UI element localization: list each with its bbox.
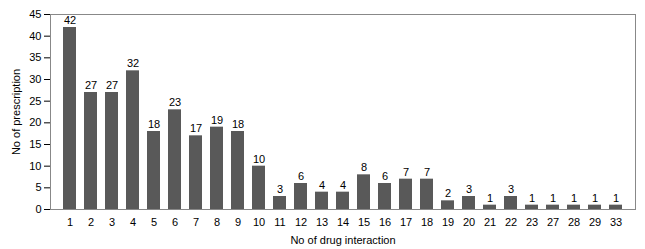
svg-text:1: 1 — [487, 192, 493, 204]
svg-text:8: 8 — [361, 161, 367, 173]
svg-text:1: 1 — [550, 192, 556, 204]
svg-text:13: 13 — [316, 216, 328, 228]
svg-text:18: 18 — [232, 118, 244, 130]
svg-text:3: 3 — [508, 183, 514, 195]
svg-text:14: 14 — [337, 216, 349, 228]
svg-text:42: 42 — [64, 14, 76, 26]
svg-text:29: 29 — [589, 216, 601, 228]
svg-text:1: 1 — [592, 192, 598, 204]
svg-text:16: 16 — [379, 216, 391, 228]
svg-text:20: 20 — [463, 216, 475, 228]
svg-text:10: 10 — [29, 160, 41, 172]
svg-text:18: 18 — [148, 118, 160, 130]
svg-text:6: 6 — [298, 170, 304, 182]
svg-text:1: 1 — [571, 192, 577, 204]
svg-text:No of prescription: No of prescription — [10, 69, 22, 155]
svg-text:15: 15 — [358, 216, 370, 228]
svg-text:20: 20 — [29, 116, 41, 128]
svg-text:23: 23 — [526, 216, 538, 228]
svg-text:27: 27 — [547, 216, 559, 228]
svg-text:2: 2 — [445, 187, 451, 199]
svg-text:45: 45 — [29, 8, 41, 20]
svg-text:4: 4 — [340, 179, 346, 191]
svg-text:33: 33 — [610, 216, 622, 228]
svg-text:3: 3 — [277, 183, 283, 195]
svg-text:21: 21 — [484, 216, 496, 228]
svg-text:No of drug interaction: No of drug interaction — [290, 234, 395, 246]
svg-text:11: 11 — [274, 216, 285, 228]
svg-text:12: 12 — [295, 216, 307, 228]
svg-text:23: 23 — [169, 96, 181, 108]
svg-text:28: 28 — [568, 216, 580, 228]
svg-text:18: 18 — [421, 216, 433, 228]
svg-text:5: 5 — [35, 181, 41, 193]
svg-text:19: 19 — [211, 114, 223, 126]
svg-text:25: 25 — [29, 95, 41, 107]
svg-text:3: 3 — [466, 183, 472, 195]
svg-text:1: 1 — [529, 192, 535, 204]
svg-text:17: 17 — [190, 122, 202, 134]
svg-text:7: 7 — [403, 166, 409, 178]
svg-text:5: 5 — [151, 216, 157, 228]
svg-text:17: 17 — [400, 216, 412, 228]
svg-text:9: 9 — [235, 216, 241, 228]
svg-text:27: 27 — [106, 79, 118, 91]
svg-text:30: 30 — [29, 73, 41, 85]
svg-text:32: 32 — [127, 57, 139, 69]
svg-text:10: 10 — [253, 153, 265, 165]
svg-text:4: 4 — [130, 216, 136, 228]
svg-text:4: 4 — [319, 179, 325, 191]
svg-text:3: 3 — [109, 216, 115, 228]
svg-text:6: 6 — [382, 170, 388, 182]
svg-text:1: 1 — [613, 192, 619, 204]
svg-text:27: 27 — [85, 79, 97, 91]
svg-text:1: 1 — [67, 216, 73, 228]
svg-text:7: 7 — [193, 216, 199, 228]
svg-text:0: 0 — [35, 203, 41, 215]
svg-text:35: 35 — [29, 51, 41, 63]
svg-text:10: 10 — [253, 216, 265, 228]
svg-text:8: 8 — [214, 216, 220, 228]
svg-text:6: 6 — [172, 216, 178, 228]
svg-text:7: 7 — [424, 166, 430, 178]
svg-text:19: 19 — [442, 216, 454, 228]
svg-text:22: 22 — [505, 216, 517, 228]
svg-text:15: 15 — [29, 138, 41, 150]
svg-text:40: 40 — [29, 30, 41, 42]
svg-text:2: 2 — [88, 216, 94, 228]
